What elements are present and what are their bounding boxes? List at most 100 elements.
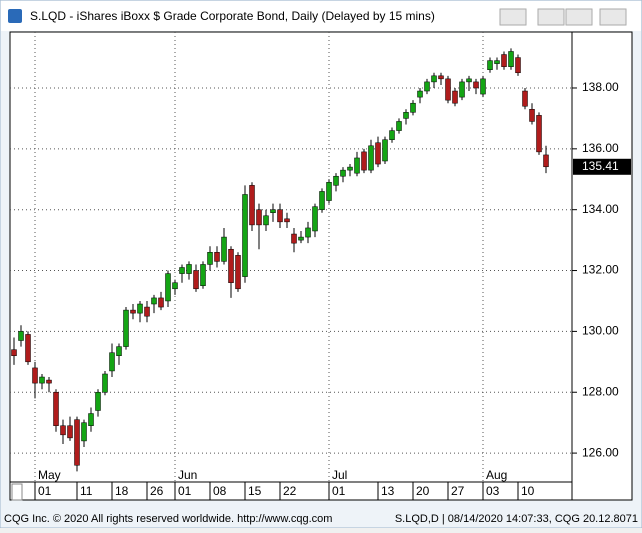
candle-body [60,425,66,436]
candle-body [445,78,451,101]
candle-body [249,185,255,226]
candle-body [193,270,199,290]
candle-body [333,175,339,186]
candle-body [354,157,360,174]
candle-body [81,422,87,442]
candle-body [137,303,143,314]
month-label: Jun [178,468,197,482]
candle-body [46,379,52,384]
candle-body [326,182,332,201]
candle-body [228,248,234,283]
candle-body [508,51,514,67]
candle-body [277,209,283,223]
candle-body [389,130,395,140]
candle-body [536,115,542,153]
candle-body [298,236,304,241]
candle-body [438,75,444,80]
candle-body [431,75,437,83]
month-label: Jul [332,468,347,482]
candle-body [319,191,325,210]
candle-body [32,367,38,384]
candle-body [522,90,528,107]
maximize-button[interactable] [565,8,593,26]
x-tick-label: 10 [521,484,535,498]
candle-body [305,227,311,238]
minimize-button[interactable] [537,8,565,26]
y-tick-label: 130.00 [582,324,619,338]
candle-body [242,194,248,277]
candle-body [207,252,213,265]
candle-body [116,346,122,356]
x-tick-label: 01 [38,484,52,498]
candle-body [200,264,206,287]
y-axis-area [571,31,633,501]
candle-body [291,233,297,244]
candle-body [158,297,164,308]
candle-body [403,112,409,119]
candle-body [396,121,402,131]
candle-body [214,252,220,262]
app-icon [8,9,22,23]
y-tick-label: 134.00 [582,202,619,216]
x-tick-label: 03 [486,484,500,498]
candle-body [417,90,423,98]
candle-body [361,151,367,171]
candle-body [368,145,374,171]
window-title: S.LQD - iShares iBoxx $ Grade Corporate … [30,9,435,23]
scroll-box[interactable] [11,483,23,501]
candle-body [473,81,479,89]
footer-right: S.LQD,D | 08/14/2020 14:07:33, CQG 20.12… [395,513,638,525]
candle-body [263,215,269,226]
candle-body [39,376,45,384]
candle-body [172,282,178,290]
candle-body [179,267,185,274]
title-bar [1,1,641,31]
month-label: Aug [486,468,507,482]
candle-body [88,413,94,426]
candle-body [11,349,17,356]
x-axis-area [9,481,573,501]
plot-area [9,31,573,483]
y-tick-label: 132.00 [582,263,619,277]
candle-body [382,139,388,162]
candle-body [18,331,24,341]
candle-body [95,391,101,411]
candle-body [67,425,73,439]
candle-body [144,306,150,317]
x-tick-label: 01 [332,484,346,498]
x-tick-label: 18 [115,484,129,498]
y-tick-label: 136.00 [582,141,619,155]
candle-body [312,206,318,232]
x-tick-label: 22 [283,484,297,498]
candle-body [270,209,276,213]
candle-body [340,169,346,177]
candle-body [74,419,80,466]
candle-body [109,352,115,372]
candle-body [151,297,157,305]
last-price-label: 135.41 [582,159,619,173]
close-button[interactable] [599,8,627,26]
x-tick-label: 20 [416,484,430,498]
candle-body [235,255,241,290]
x-tick-label: 27 [451,484,465,498]
x-tick-label: 26 [150,484,164,498]
candle-body [256,209,262,226]
x-tick-label: 13 [381,484,395,498]
y-tick-label: 128.00 [582,384,619,398]
x-tick-label: 01 [178,484,192,498]
candle-body [102,373,108,393]
candle-body [480,78,486,95]
candle-body [529,109,535,122]
candle-body [452,90,458,104]
candle-body [25,334,31,363]
candle-body [130,309,136,314]
x-tick-label: 08 [213,484,227,498]
link-button[interactable] [499,8,527,26]
candle-body [410,102,416,113]
x-tick-label: 15 [248,484,262,498]
candle-body [424,81,430,92]
candle-body [487,60,493,70]
candle-body [543,154,549,168]
candle-body [515,57,521,74]
last-price-box [573,158,631,175]
